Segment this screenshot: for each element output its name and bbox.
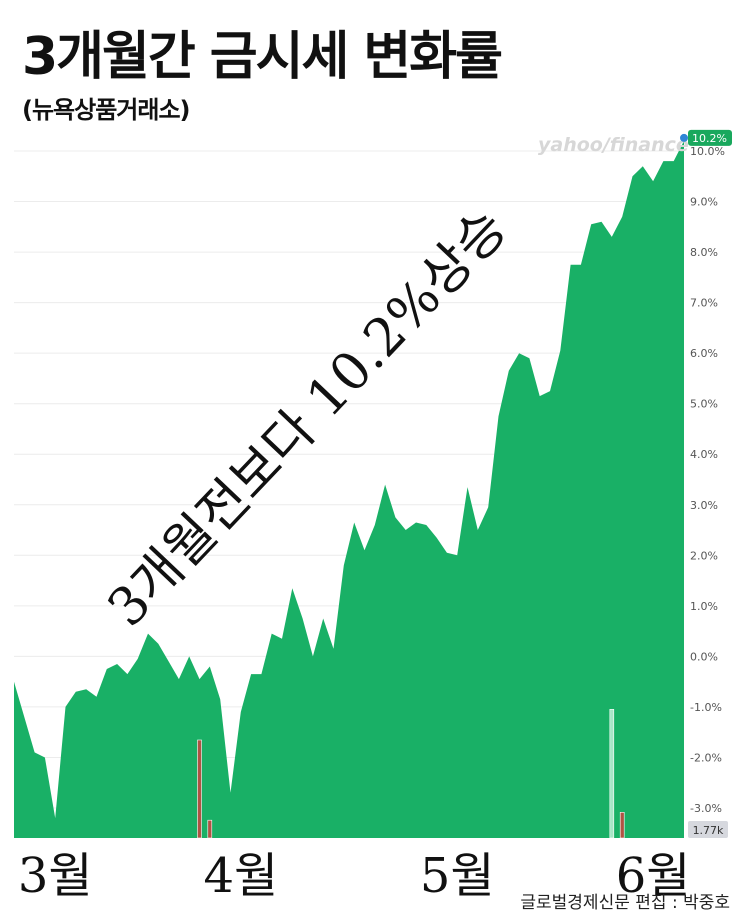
chart-subtitle: (뉴욕상품거래소) [22,96,190,124]
last-value-label: 10.2% [692,132,727,145]
volume-bar [619,811,625,839]
y-tick-label: 2.0% [690,549,718,562]
x-tick-label: 6월 [616,848,691,904]
y-tick-label: -3.0% [690,802,722,815]
x-tick-label: 3월 [18,848,93,904]
y-tick-label: 10.0% [690,145,725,158]
y-tick-label: 8.0% [690,246,718,259]
x-axis-ticks: 3월 4월 5월 6월 [18,848,691,904]
editor-credit: 글로벌경제신문 편집 : 박중호 [520,893,730,913]
volume-label: 1.77k [693,824,724,837]
chart-title: 3개월간 금시세 변화률 [22,27,503,87]
x-tick-label: 4월 [203,848,278,904]
volume-bars [197,708,625,839]
y-tick-label: 4.0% [690,448,718,461]
x-tick-label: 5월 [420,848,495,904]
y-tick-label: 3.0% [690,499,718,512]
y-tick-label: -1.0% [690,701,722,714]
yahoo-finance-watermark: yahoo/finance [538,134,689,156]
y-axis-ticks: 10.0% 9.0% 8.0% 7.0% 6.0% 5.0% 4.0% 3.0% 2.0% 1.0… [690,145,725,815]
y-tick-label: 6.0% [690,347,718,360]
y-tick-label: 5.0% [690,398,718,411]
volume-bar [197,739,202,839]
y-tick-label: -2.0% [690,752,722,765]
last-value-dot [680,133,688,142]
volume-bar [609,708,615,839]
y-tick-label: 7.0% [690,297,718,310]
y-tick-label: 9.0% [690,196,718,209]
y-tick-label: 1.0% [690,600,718,613]
price-change-area [14,140,684,838]
volume-label-box [688,821,728,838]
y-tick-label: 0.0% [690,650,718,663]
last-value-badge-box [688,129,732,146]
volume-label-badge: 1.77k [688,821,728,838]
last-value-badge: 10.2% [680,129,732,146]
volume-bar [207,819,213,839]
